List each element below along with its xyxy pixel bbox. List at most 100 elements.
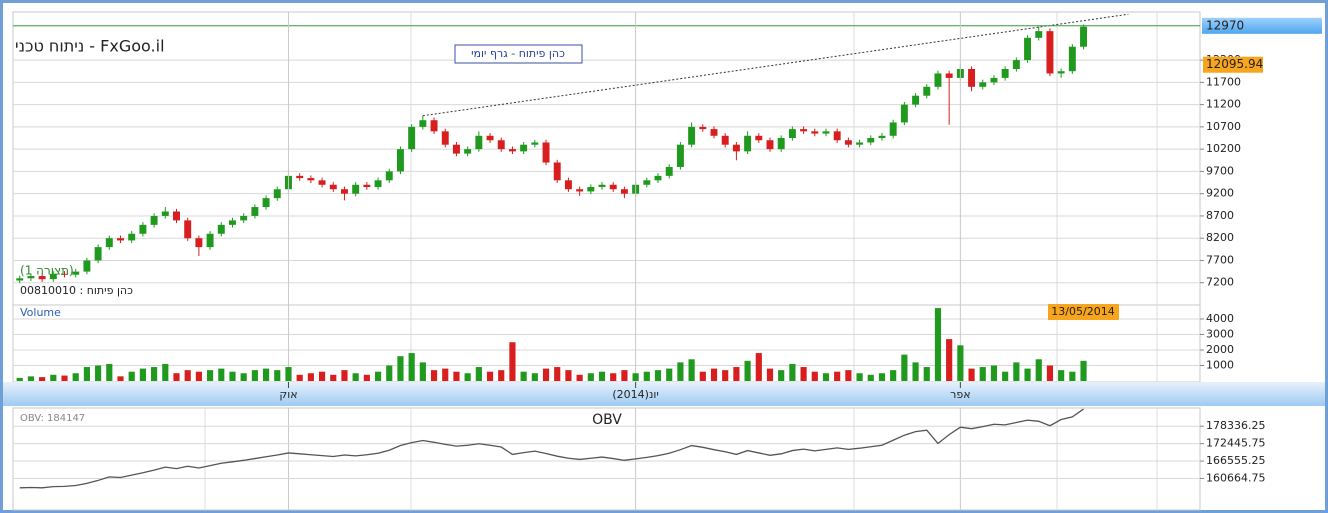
annotation: (תצורה 1) [20, 264, 74, 278]
volume-bar [766, 368, 774, 381]
current-price-label: 12095.94 [1206, 57, 1263, 71]
volume-bar [285, 367, 292, 381]
volume-bar [733, 367, 740, 381]
candle-body [979, 82, 987, 87]
candle-body [553, 162, 561, 181]
y-tick-label: 9200 [1206, 187, 1234, 200]
candle-body [945, 73, 953, 78]
volume-bar [61, 375, 68, 381]
candle-body [16, 278, 24, 281]
candle-body [1068, 46, 1076, 72]
candle-body [94, 247, 102, 261]
last-price-box [1202, 17, 1322, 34]
volume-bar [464, 373, 471, 381]
candle-body [72, 271, 80, 275]
y-tick-label: 9700 [1206, 164, 1234, 177]
subtitle-box [454, 44, 583, 64]
volume-bar [341, 370, 348, 381]
price-panel [12, 11, 1201, 306]
y-tick-label: 8700 [1206, 209, 1234, 222]
volume-bar [419, 362, 426, 381]
volume-bar [162, 363, 169, 381]
volume-bar [923, 367, 930, 381]
volume-bar [173, 373, 180, 381]
volume-bar [207, 370, 214, 381]
y-tick-label: 172445.75 [1206, 437, 1266, 450]
volume-bar [968, 368, 975, 381]
candle-body [374, 180, 382, 187]
volume-bar [397, 356, 404, 381]
candle-body [117, 238, 124, 241]
volume-bar [565, 370, 572, 381]
y-tick-label: 7200 [1206, 276, 1234, 289]
volume-bar [845, 370, 852, 381]
volume-bar [486, 371, 494, 381]
candle-body [408, 126, 416, 150]
volume-bar [946, 339, 953, 381]
volume-bar [934, 308, 942, 381]
candle-body [1024, 37, 1032, 61]
candle-body [49, 273, 57, 280]
candle-body [710, 129, 718, 136]
x-axis-band [3, 382, 1325, 406]
y-tick-label: 1000 [1206, 358, 1234, 371]
volume-bar [554, 367, 561, 381]
candle-body [150, 215, 158, 225]
candle-body [732, 144, 740, 152]
candle-body [654, 175, 662, 181]
volume-bar [755, 353, 762, 381]
y-tick-label: 3000 [1206, 327, 1234, 340]
candle-body [688, 126, 696, 145]
volume-bar [654, 370, 662, 381]
x-tick-label: אפר [950, 388, 970, 401]
volume-bar [979, 367, 986, 381]
volume-bar [296, 374, 303, 381]
volume-bar [822, 373, 830, 381]
volume-bar [251, 370, 258, 381]
y-tick-label: 160664.75 [1206, 471, 1266, 484]
volume-bar [610, 373, 617, 381]
candle-body [229, 220, 236, 225]
volume-bar [139, 368, 146, 381]
candle-body [475, 135, 483, 150]
candle-body [520, 144, 528, 152]
candle-body [497, 140, 505, 150]
volume-bar [72, 373, 79, 381]
volume-bar [374, 371, 382, 381]
volume-bar [195, 371, 202, 381]
volume-bar [542, 368, 550, 381]
trendline [422, 13, 1129, 117]
obv-title: OBV [592, 412, 622, 428]
candle-body [542, 142, 550, 163]
y-tick-label: 11700 [1206, 75, 1241, 88]
volume-bar [800, 367, 807, 381]
volume-title: Volume [20, 306, 61, 319]
volume-bar [598, 371, 606, 381]
candle-body [161, 211, 169, 216]
candle-body [128, 233, 136, 241]
candle-body [430, 120, 438, 132]
volume-bar [307, 373, 314, 381]
y-tick-label: 178336.25 [1206, 419, 1266, 432]
candle-body [777, 138, 785, 150]
candle-body [531, 142, 539, 145]
volume-bar [878, 373, 886, 381]
candle-body [587, 186, 595, 192]
candle-body [1046, 31, 1054, 74]
candle-body [1080, 26, 1088, 47]
y-tick-label: 10200 [1206, 142, 1241, 155]
y-tick-label: 8200 [1206, 231, 1234, 244]
volume-bar [587, 373, 594, 381]
candle-body [27, 276, 35, 279]
volume-bar [453, 371, 460, 381]
candle-body [676, 144, 684, 167]
candle-body [340, 189, 348, 194]
candle-body [262, 198, 270, 208]
volume-bar [621, 370, 628, 381]
plot-layer: 7200 7700 8200 8700 9200 9700 10200 10700 11200 1… [13, 12, 1322, 510]
volume-bar [39, 377, 46, 381]
chart-subtitle: כהן פיתוח - גרף יומי [471, 47, 565, 60]
y-tick-label: 166555.25 [1206, 454, 1266, 467]
